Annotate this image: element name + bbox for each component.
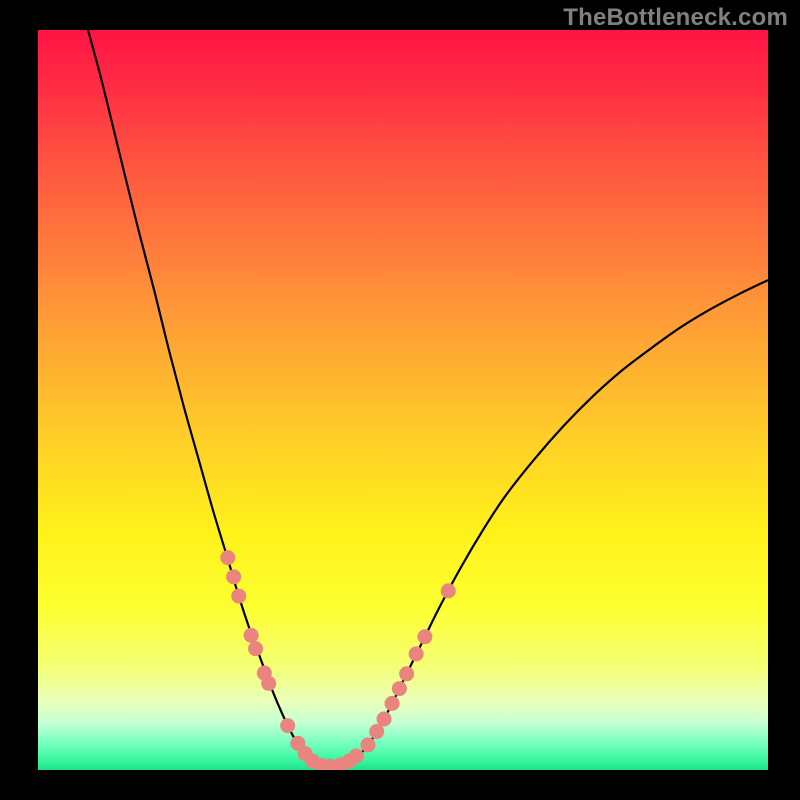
data-marker: [226, 569, 241, 584]
data-marker: [349, 748, 364, 763]
data-marker: [231, 589, 246, 604]
data-marker: [244, 628, 259, 643]
data-marker: [261, 676, 276, 691]
data-marker: [392, 681, 407, 696]
data-marker: [409, 646, 424, 661]
data-marker: [399, 666, 414, 681]
bottleneck-chart: [0, 0, 800, 800]
data-marker: [248, 641, 263, 656]
watermark-text: TheBottleneck.com: [563, 4, 788, 32]
data-marker: [385, 696, 400, 711]
data-marker: [360, 737, 375, 752]
data-marker: [220, 550, 235, 565]
data-marker: [377, 711, 392, 726]
data-marker: [417, 629, 432, 644]
data-marker: [280, 718, 295, 733]
data-marker: [369, 724, 384, 739]
data-marker: [441, 583, 456, 598]
plot-background: [38, 30, 768, 770]
